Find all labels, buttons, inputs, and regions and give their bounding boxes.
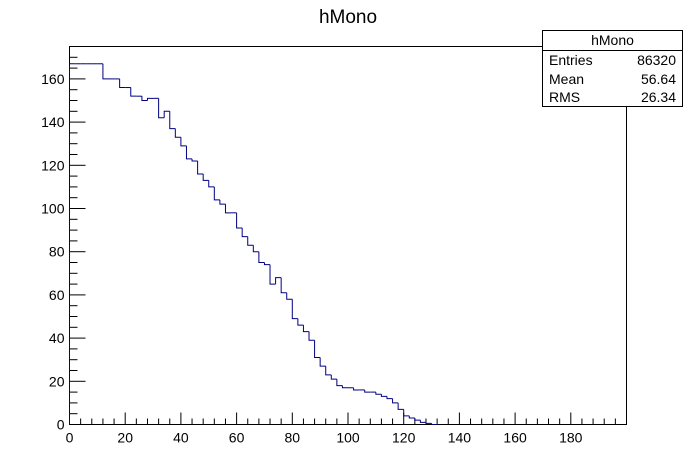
histogram-bin <box>280 277 287 294</box>
x-tick-label: 140 <box>448 430 472 446</box>
x-tick-label: 60 <box>229 430 245 446</box>
histogram-bin <box>414 418 421 421</box>
y-tick-label: 40 <box>49 330 65 346</box>
x-tick-label: 0 <box>66 430 74 446</box>
x-tick-label: 160 <box>503 430 527 446</box>
histogram-bin <box>236 212 243 229</box>
histogram-bin <box>297 318 304 326</box>
stats-value: 86320 <box>637 52 676 68</box>
histogram-bin <box>247 236 254 246</box>
histogram-bin <box>336 379 343 387</box>
histogram-bin <box>208 180 215 188</box>
stats-label: Mean <box>549 70 585 87</box>
histogram-bin <box>386 396 393 400</box>
y-tick-label: 140 <box>41 114 65 130</box>
histogram-bin <box>163 110 170 118</box>
histogram-bin <box>341 385 348 389</box>
histogram-bin <box>397 402 404 410</box>
y-tick-label: 60 <box>49 287 65 303</box>
histogram-bin <box>408 415 415 419</box>
y-tick-label: 80 <box>49 244 65 260</box>
x-tick-label: 40 <box>173 430 189 446</box>
histogram-bin <box>146 97 154 101</box>
stats-row-mean: Mean 56.64 <box>543 70 682 89</box>
histogram-bin <box>330 374 337 380</box>
histogram-bin <box>325 366 332 376</box>
x-axis: 0 20 40 60 80 100 120 140 160 180 <box>66 412 616 446</box>
histogram-bin <box>102 63 109 80</box>
histogram-bin <box>252 245 259 253</box>
histogram-bins <box>69 63 438 425</box>
histogram-bin <box>364 389 371 393</box>
x-tick-label: 120 <box>392 430 416 446</box>
histogram-bin <box>380 394 387 397</box>
stats-row-rms: RMS 26.34 <box>543 88 682 107</box>
y-axis: 0 20 40 60 80 100 120 140 160 <box>41 46 86 433</box>
x-tick-label: 180 <box>559 430 583 446</box>
histogram-bin <box>425 422 432 424</box>
histogram-bin <box>419 420 426 423</box>
chart-title: hMono <box>319 7 377 28</box>
histogram-bin <box>314 340 321 359</box>
stats-value: 26.34 <box>640 89 676 105</box>
histogram-bin <box>353 387 360 391</box>
histogram-bin <box>241 227 248 238</box>
histogram-bin <box>224 204 232 214</box>
histogram-bin <box>263 262 271 266</box>
histogram-bin <box>258 251 265 263</box>
histogram-bin <box>219 199 226 205</box>
histogram-bin <box>392 398 399 404</box>
stats-box: hMono Entries 86320 Mean 56.64 RMS 26.34 <box>542 30 683 107</box>
histogram-bin <box>286 292 293 300</box>
histogram-bin <box>302 325 310 333</box>
histogram-bin <box>69 63 76 425</box>
histogram-bin <box>291 299 298 320</box>
y-tick-label: 160 <box>41 71 65 87</box>
histogram-bin <box>197 160 204 175</box>
histogram-bin <box>213 186 220 201</box>
stats-value: 56.64 <box>640 70 676 87</box>
histogram-bin <box>308 331 315 341</box>
histogram-bin <box>185 145 193 160</box>
x-tick-label: 20 <box>117 430 133 446</box>
histogram-bin <box>202 173 209 181</box>
histogram-bin <box>319 357 326 367</box>
histogram-bin <box>269 264 276 285</box>
histogram-bin <box>174 128 181 138</box>
stats-label: RMS <box>549 89 581 105</box>
histogram-bin <box>158 98 165 119</box>
histogram-bin <box>191 158 198 162</box>
histogram-bin <box>431 423 438 425</box>
x-tick-label: 100 <box>336 430 360 446</box>
histogram-bin <box>180 137 187 147</box>
histogram-bin <box>275 277 282 285</box>
y-tick-label: 20 <box>49 373 65 389</box>
stats-box-title: hMono <box>543 31 682 51</box>
stats-row-entries: Entries 86320 <box>543 51 682 70</box>
y-tick-label: 120 <box>41 157 65 173</box>
histogram-bin <box>141 96 148 101</box>
histogram-bin <box>130 87 137 97</box>
histogram-bin <box>403 409 410 417</box>
histogram-bin <box>119 78 126 89</box>
histogram-bin <box>169 111 176 130</box>
x-tick-label: 80 <box>285 430 301 446</box>
histogram-bin <box>375 392 382 395</box>
y-tick-label: 0 <box>57 417 65 433</box>
y-tick-label: 100 <box>41 201 65 217</box>
stats-label: Entries <box>549 52 593 68</box>
